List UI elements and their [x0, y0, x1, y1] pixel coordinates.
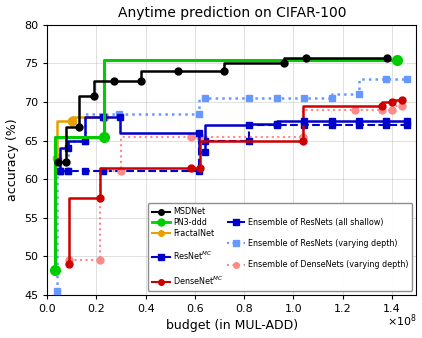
- Y-axis label: accuracy (%): accuracy (%): [5, 119, 19, 201]
- Legend: MSDNet, PN3-ddd, FractalNet,  , ResNet$^{MC}$,  , DenseNet$^{MC}$,  , Ensemble o: MSDNet, PN3-ddd, FractalNet, , ResNet$^{…: [148, 203, 412, 291]
- Title: Anytime prediction on CIFAR-100: Anytime prediction on CIFAR-100: [118, 5, 346, 20]
- Text: $\times10^8$: $\times10^8$: [387, 313, 417, 329]
- X-axis label: budget (in MUL-ADD): budget (in MUL-ADD): [166, 319, 298, 333]
